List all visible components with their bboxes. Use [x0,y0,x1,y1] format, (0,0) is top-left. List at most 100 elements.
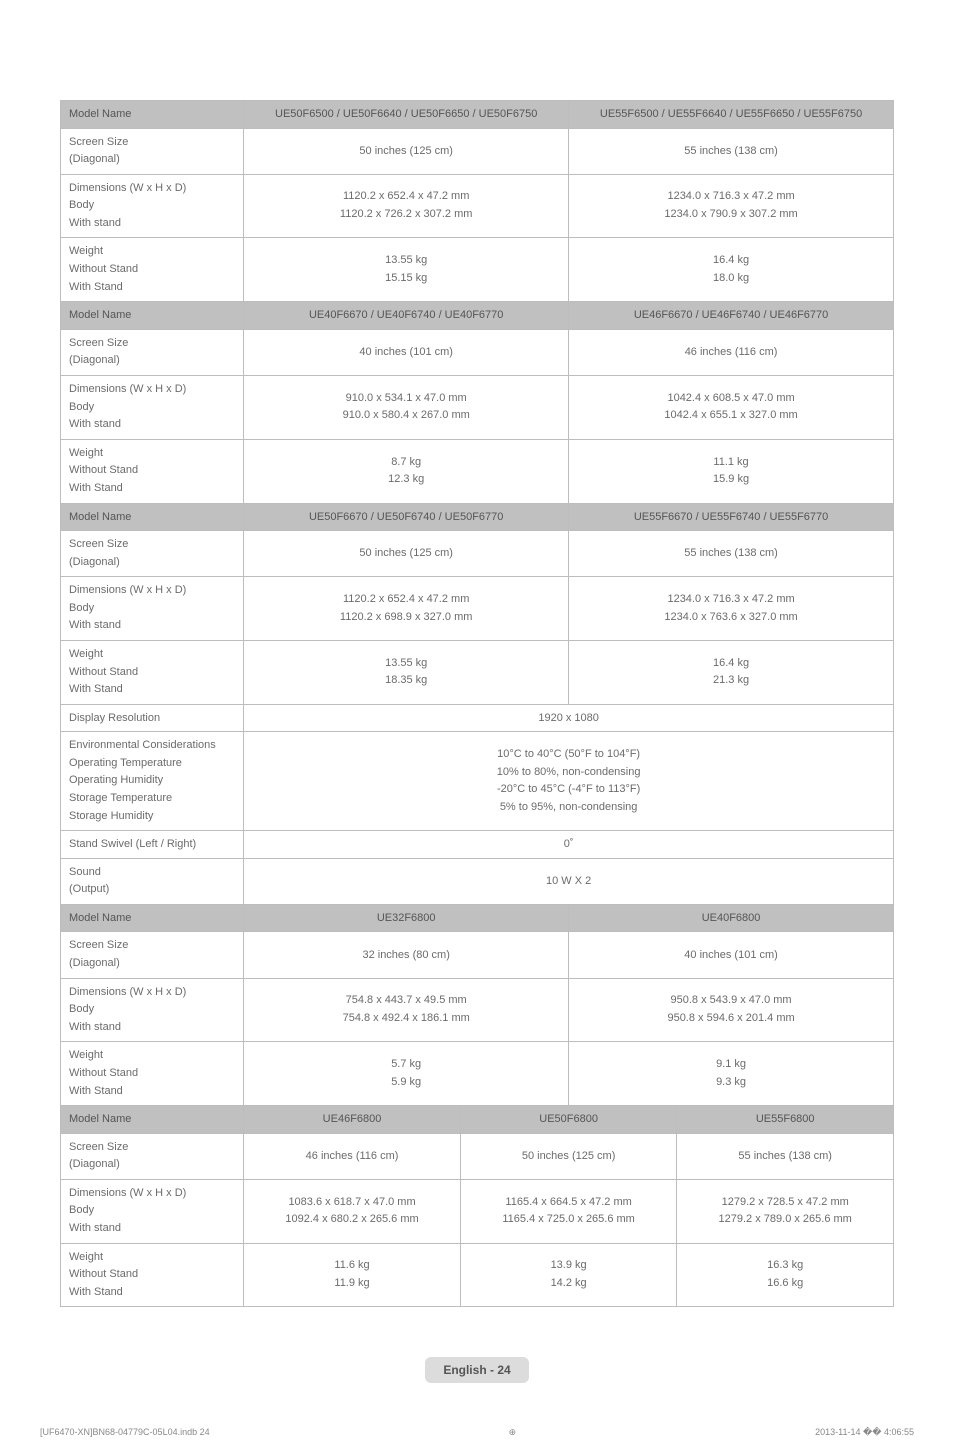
value: 1042.4 x 608.5 x 47.0 mm1042.4 x 655.1 x… [569,375,894,439]
header-model: Model Name [61,503,244,531]
label-display-res: Display Resolution [61,704,244,732]
value: 5.7 kg5.9 kg [244,1042,569,1106]
value: 10 W X 2 [244,858,894,904]
value: 1234.0 x 716.3 x 47.2 mm1234.0 x 790.9 x… [569,174,894,238]
label-wt: WeightWithout StandWith Stand [61,238,244,302]
table-row: Dimensions (W x H x D)BodyWith stand 108… [61,1179,894,1243]
header-model: Model Name [61,302,244,330]
label-screen: Screen Size(Diagonal) [61,329,244,375]
table-row: Screen Size(Diagonal) 40 inches (101 cm)… [61,329,894,375]
print-footer-left: [UF6470-XN]BN68-04779C-05L04.indb 24 [40,1427,210,1438]
value: 910.0 x 534.1 x 47.0 mm910.0 x 580.4 x 2… [244,375,569,439]
value: 1165.4 x 664.5 x 47.2 mm1165.4 x 725.0 x… [460,1179,677,1243]
value: 754.8 x 443.7 x 49.5 mm754.8 x 492.4 x 1… [244,978,569,1042]
label-wt: WeightWithout StandWith Stand [61,439,244,503]
value: 16.3 kg16.6 kg [677,1243,894,1307]
spec-table: Model Name UE50F6500 / UE50F6640 / UE50F… [60,100,894,1307]
header-col-a: UE46F6800 [244,1106,461,1134]
table-row: Screen Size(Diagonal) 32 inches (80 cm) … [61,932,894,978]
value: 13.55 kg18.35 kg [244,640,569,704]
table-row: Display Resolution 1920 x 1080 [61,704,894,732]
value: 9.1 kg9.3 kg [569,1042,894,1106]
label-wt: WeightWithout StandWith Stand [61,1042,244,1106]
label-sound: Sound(Output) [61,858,244,904]
table-row: Dimensions (W x H x D)BodyWith stand 112… [61,577,894,641]
label-screen: Screen Size(Diagonal) [61,531,244,577]
value: 50 inches (125 cm) [244,531,569,577]
value: 55 inches (138 cm) [569,531,894,577]
footer: English - 24 [60,1307,894,1383]
value: 55 inches (138 cm) [569,128,894,174]
header-col-b: UE46F6670 / UE46F6740 / UE46F6770 [569,302,894,330]
table-row: Dimensions (W x H x D)BodyWith stand 754… [61,978,894,1042]
value: 1083.6 x 618.7 x 47.0 mm1092.4 x 680.2 x… [244,1179,461,1243]
table-row: Environmental ConsiderationsOperating Te… [61,732,894,831]
value: 50 inches (125 cm) [244,128,569,174]
value: 10°C to 40°C (50°F to 104°F)10% to 80%, … [244,732,894,831]
label-dim: Dimensions (W x H x D)BodyWith stand [61,1179,244,1243]
page-container: Model Name UE50F6500 / UE50F6640 / UE50F… [0,0,954,1423]
table-row: WeightWithout StandWith Stand 8.7 kg12.3… [61,439,894,503]
table-row: Dimensions (W x H x D)BodyWith stand 112… [61,174,894,238]
value: 1279.2 x 728.5 x 47.2 mm1279.2 x 789.0 x… [677,1179,894,1243]
value: 1920 x 1080 [244,704,894,732]
header-col-b: UE55F6670 / UE55F6740 / UE55F6770 [569,503,894,531]
table-row: Screen Size(Diagonal) 46 inches (116 cm)… [61,1133,894,1179]
table-row: Model Name UE32F6800 UE40F6800 [61,904,894,932]
value: 55 inches (138 cm) [677,1133,894,1179]
table-row: Screen Size(Diagonal) 50 inches (125 cm)… [61,128,894,174]
value: 46 inches (116 cm) [569,329,894,375]
value: 13.9 kg14.2 kg [460,1243,677,1307]
print-footer: [UF6470-XN]BN68-04779C-05L04.indb 24 ⊕ 2… [0,1423,954,1442]
header-col-a: UE50F6500 / UE50F6640 / UE50F6650 / UE50… [244,101,569,129]
value: 950.8 x 543.9 x 47.0 mm950.8 x 594.6 x 2… [569,978,894,1042]
label-screen: Screen Size(Diagonal) [61,128,244,174]
table-row: Screen Size(Diagonal) 50 inches (125 cm)… [61,531,894,577]
header-model: Model Name [61,1106,244,1134]
value: 11.6 kg11.9 kg [244,1243,461,1307]
value: 1120.2 x 652.4 x 47.2 mm1120.2 x 726.2 x… [244,174,569,238]
crosshair-icon: ⊕ [509,1427,517,1438]
header-col-b: UE40F6800 [569,904,894,932]
value: 11.1 kg15.9 kg [569,439,894,503]
value: 13.55 kg15.15 kg [244,238,569,302]
header-model: Model Name [61,904,244,932]
label-dim: Dimensions (W x H x D)BodyWith stand [61,978,244,1042]
value: 46 inches (116 cm) [244,1133,461,1179]
table-row: WeightWithout StandWith Stand 13.55 kg18… [61,640,894,704]
table-row: Model Name UE50F6670 / UE50F6740 / UE50F… [61,503,894,531]
label-wt: WeightWithout StandWith Stand [61,1243,244,1307]
label-wt: WeightWithout StandWith Stand [61,640,244,704]
value: 50 inches (125 cm) [460,1133,677,1179]
table-row: WeightWithout StandWith Stand 13.55 kg15… [61,238,894,302]
label-dim: Dimensions (W x H x D)BodyWith stand [61,577,244,641]
value: 40 inches (101 cm) [244,329,569,375]
table-row: Dimensions (W x H x D)BodyWith stand 910… [61,375,894,439]
table-row: Model Name UE40F6670 / UE40F6740 / UE40F… [61,302,894,330]
label-screen: Screen Size(Diagonal) [61,932,244,978]
header-col-a: UE32F6800 [244,904,569,932]
value: 40 inches (101 cm) [569,932,894,978]
print-footer-right: 2013-11-14 �� 4:06:55 [815,1427,914,1438]
value: 1234.0 x 716.3 x 47.2 mm1234.0 x 763.6 x… [569,577,894,641]
value: 8.7 kg12.3 kg [244,439,569,503]
header-model: Model Name [61,101,244,129]
table-row: WeightWithout StandWith Stand 5.7 kg5.9 … [61,1042,894,1106]
header-col-b: UE55F6500 / UE55F6640 / UE55F6650 / UE55… [569,101,894,129]
value: 1120.2 x 652.4 x 47.2 mm1120.2 x 698.9 x… [244,577,569,641]
header-col-c: UE55F6800 [677,1106,894,1134]
label-env: Environmental ConsiderationsOperating Te… [61,732,244,831]
page-number-badge: English - 24 [425,1357,528,1383]
value: 32 inches (80 cm) [244,932,569,978]
value: 0˚ [244,831,894,859]
label-screen: Screen Size(Diagonal) [61,1133,244,1179]
header-col-a: UE40F6670 / UE40F6740 / UE40F6770 [244,302,569,330]
table-row: Sound(Output) 10 W X 2 [61,858,894,904]
header-col-b: UE50F6800 [460,1106,677,1134]
label-dim: Dimensions (W x H x D)BodyWith stand [61,375,244,439]
table-row: Model Name UE50F6500 / UE50F6640 / UE50F… [61,101,894,129]
label-dim: Dimensions (W x H x D)BodyWith stand [61,174,244,238]
table-row: Stand Swivel (Left / Right) 0˚ [61,831,894,859]
table-row: WeightWithout StandWith Stand 11.6 kg11.… [61,1243,894,1307]
value: 16.4 kg18.0 kg [569,238,894,302]
